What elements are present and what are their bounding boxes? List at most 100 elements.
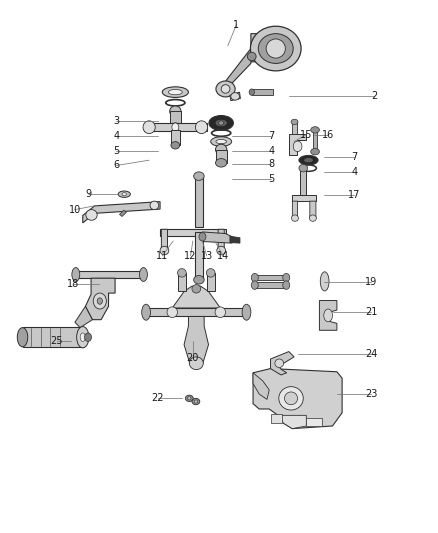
Ellipse shape bbox=[86, 209, 97, 220]
Ellipse shape bbox=[242, 304, 251, 320]
Bar bbox=[292, 122, 297, 134]
Ellipse shape bbox=[195, 121, 208, 134]
Ellipse shape bbox=[143, 121, 155, 134]
Polygon shape bbox=[310, 201, 316, 218]
Bar bbox=[215, 150, 227, 163]
Bar bbox=[272, 414, 283, 423]
Ellipse shape bbox=[140, 268, 148, 281]
Text: 5: 5 bbox=[113, 146, 120, 156]
Text: 23: 23 bbox=[365, 389, 377, 399]
Ellipse shape bbox=[217, 246, 226, 255]
Text: 3: 3 bbox=[113, 116, 120, 126]
Ellipse shape bbox=[77, 327, 89, 348]
Polygon shape bbox=[292, 201, 297, 218]
Ellipse shape bbox=[185, 395, 193, 401]
Ellipse shape bbox=[170, 106, 181, 117]
Ellipse shape bbox=[251, 26, 301, 71]
Text: 14: 14 bbox=[217, 251, 230, 261]
Ellipse shape bbox=[171, 142, 180, 149]
Text: 11: 11 bbox=[156, 251, 168, 261]
Polygon shape bbox=[172, 286, 220, 308]
Text: 5: 5 bbox=[268, 174, 275, 184]
Text: 4: 4 bbox=[351, 167, 357, 177]
Ellipse shape bbox=[215, 119, 227, 127]
Text: 15: 15 bbox=[300, 130, 312, 140]
Ellipse shape bbox=[258, 34, 293, 63]
Ellipse shape bbox=[80, 333, 85, 342]
Ellipse shape bbox=[275, 359, 284, 368]
Ellipse shape bbox=[192, 285, 201, 293]
Ellipse shape bbox=[192, 398, 200, 405]
Ellipse shape bbox=[194, 400, 198, 403]
Text: 16: 16 bbox=[322, 130, 334, 140]
Ellipse shape bbox=[283, 273, 290, 282]
Text: 21: 21 bbox=[365, 306, 377, 317]
Polygon shape bbox=[184, 317, 208, 364]
Ellipse shape bbox=[187, 397, 191, 400]
Polygon shape bbox=[230, 92, 240, 101]
Text: 22: 22 bbox=[152, 393, 164, 403]
Text: 20: 20 bbox=[187, 353, 199, 364]
Text: 17: 17 bbox=[348, 190, 360, 200]
Ellipse shape bbox=[299, 156, 318, 165]
Bar bbox=[171, 131, 180, 146]
Text: 7: 7 bbox=[351, 152, 357, 162]
Ellipse shape bbox=[251, 281, 258, 289]
Ellipse shape bbox=[209, 116, 233, 131]
Text: 7: 7 bbox=[268, 131, 275, 141]
Text: 12: 12 bbox=[184, 251, 197, 261]
Ellipse shape bbox=[194, 276, 204, 284]
Ellipse shape bbox=[97, 298, 102, 304]
Ellipse shape bbox=[251, 273, 258, 282]
Ellipse shape bbox=[168, 90, 182, 95]
Ellipse shape bbox=[304, 158, 313, 163]
Ellipse shape bbox=[279, 386, 303, 410]
Ellipse shape bbox=[309, 215, 316, 221]
Polygon shape bbox=[75, 306, 92, 328]
Bar bbox=[207, 273, 215, 292]
Polygon shape bbox=[120, 210, 127, 216]
Text: 25: 25 bbox=[50, 336, 63, 346]
Bar bbox=[76, 271, 144, 278]
Text: 24: 24 bbox=[365, 349, 377, 359]
Text: 9: 9 bbox=[85, 189, 91, 199]
Ellipse shape bbox=[311, 149, 319, 155]
Text: 6: 6 bbox=[113, 160, 120, 171]
Text: 4: 4 bbox=[113, 131, 120, 141]
Polygon shape bbox=[160, 229, 226, 236]
Ellipse shape bbox=[219, 121, 224, 125]
Text: 13: 13 bbox=[201, 251, 213, 261]
Ellipse shape bbox=[122, 192, 127, 196]
Ellipse shape bbox=[299, 165, 307, 172]
Ellipse shape bbox=[160, 246, 169, 255]
Bar bbox=[300, 168, 306, 195]
Polygon shape bbox=[253, 373, 269, 399]
Bar bbox=[255, 275, 286, 280]
Bar bbox=[170, 111, 181, 127]
Bar bbox=[178, 273, 186, 292]
Text: 4: 4 bbox=[268, 146, 275, 156]
Ellipse shape bbox=[194, 172, 204, 180]
Ellipse shape bbox=[150, 201, 159, 209]
Ellipse shape bbox=[216, 140, 226, 144]
Ellipse shape bbox=[320, 272, 329, 291]
Polygon shape bbox=[85, 278, 115, 320]
Ellipse shape bbox=[215, 144, 227, 155]
Ellipse shape bbox=[231, 93, 240, 100]
Ellipse shape bbox=[189, 357, 203, 369]
Ellipse shape bbox=[283, 281, 290, 289]
Bar bbox=[144, 123, 207, 132]
Bar bbox=[255, 282, 286, 288]
Ellipse shape bbox=[167, 307, 177, 318]
Ellipse shape bbox=[249, 89, 254, 95]
Text: 18: 18 bbox=[67, 279, 79, 288]
Polygon shape bbox=[319, 301, 337, 330]
Ellipse shape bbox=[17, 328, 28, 347]
Ellipse shape bbox=[85, 333, 92, 342]
Polygon shape bbox=[289, 134, 306, 155]
Polygon shape bbox=[202, 232, 232, 243]
Ellipse shape bbox=[177, 269, 186, 277]
Bar bbox=[195, 232, 203, 280]
Ellipse shape bbox=[291, 215, 298, 221]
Polygon shape bbox=[83, 201, 160, 223]
